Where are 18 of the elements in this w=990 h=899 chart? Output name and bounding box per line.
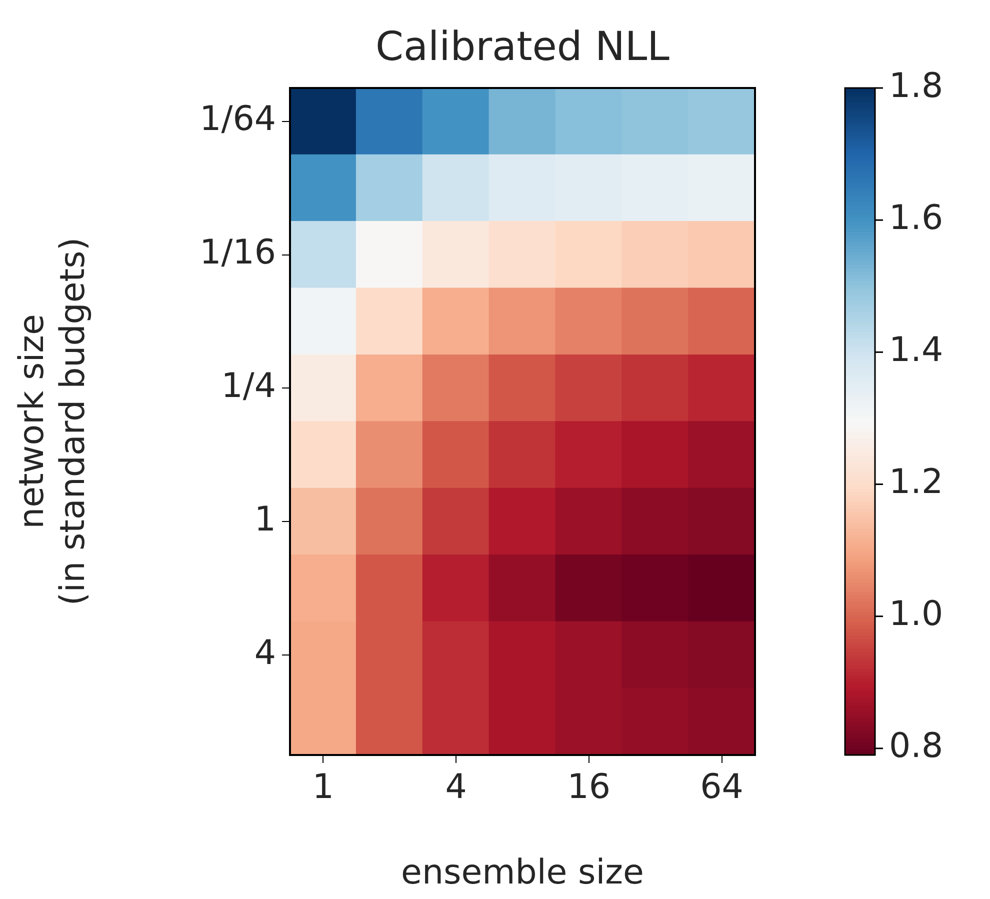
y-tick-label: 1/16 xyxy=(200,232,276,273)
x-tick-label: 64 xyxy=(700,767,744,808)
y-tick-label: 1/64 xyxy=(200,99,276,140)
color-bar-label: 0.8 xyxy=(889,726,944,766)
y-axis-title: network size (in standard budgets) xyxy=(12,237,94,606)
color-bar-label: 1.2 xyxy=(889,462,944,502)
x-tick-label: 1 xyxy=(312,767,334,808)
y-tick-label: 4 xyxy=(254,632,276,673)
y-tick-label: 1/4 xyxy=(221,366,276,406)
y-tick-label: 1 xyxy=(254,499,276,540)
chart-title: Calibrated NLL xyxy=(376,24,670,70)
color-bar-label: 1.0 xyxy=(889,594,944,634)
color-bar-label: 1.8 xyxy=(889,66,944,106)
x-axis-title: ensemble size xyxy=(401,852,644,892)
color-bar-label: 1.6 xyxy=(889,198,944,238)
color-bar-label: 1.4 xyxy=(889,330,944,370)
x-tick-label: 4 xyxy=(445,767,467,808)
x-tick-label: 16 xyxy=(567,767,611,808)
